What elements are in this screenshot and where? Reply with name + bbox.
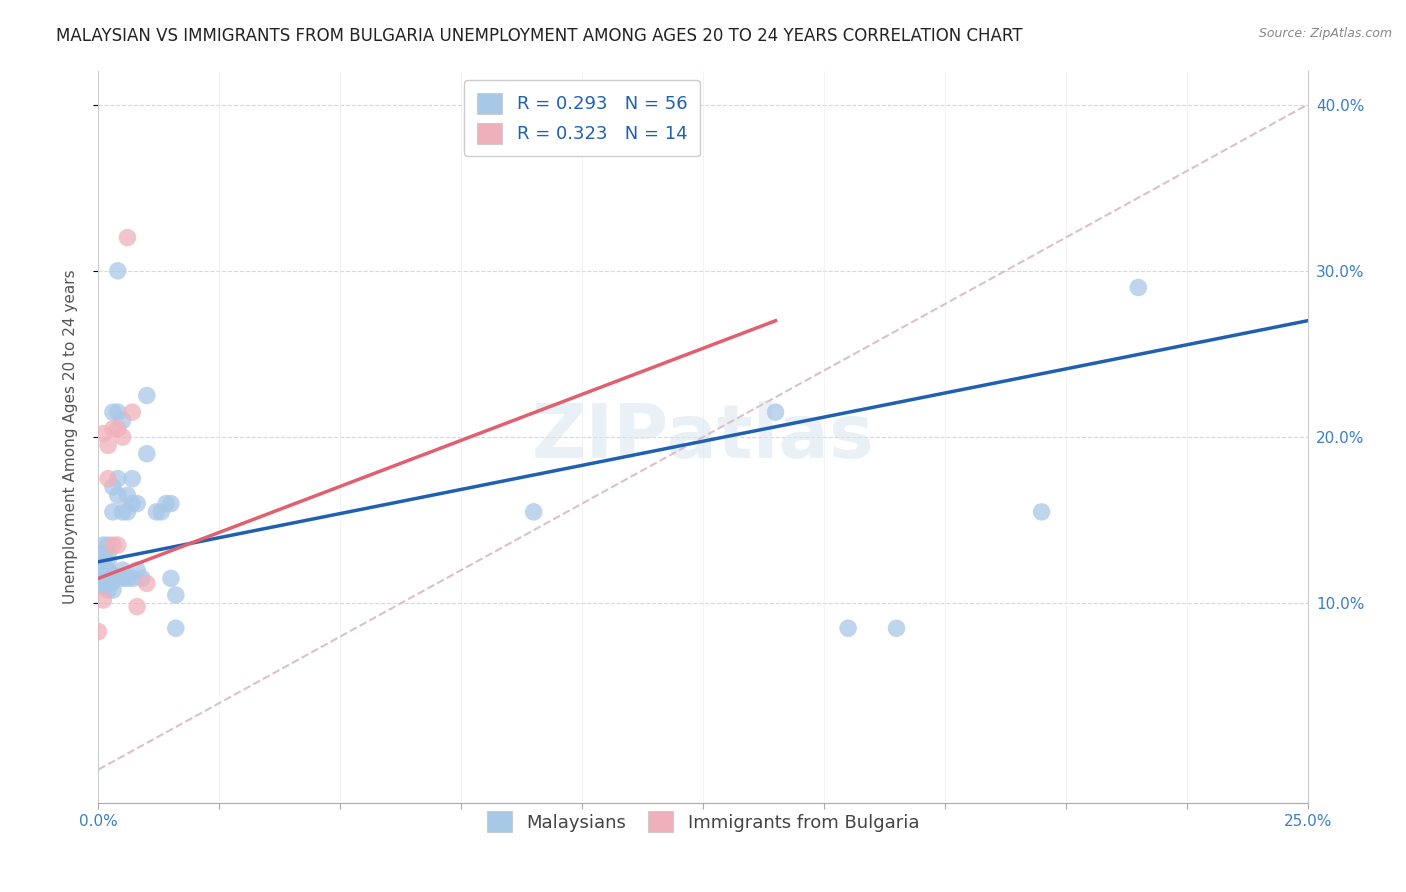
Point [91, 593, 114, 607]
Point [101, 505, 124, 519]
Point [121, 497, 143, 511]
Point [91, 574, 114, 589]
Point [107, 472, 129, 486]
Point [101, 568, 124, 582]
Point [121, 571, 143, 585]
Point [160, 571, 183, 585]
Point [97, 538, 120, 552]
Y-axis label: Unemployment Among Ages 20 to 24 years: Unemployment Among Ages 20 to 24 years [63, 269, 77, 605]
Point [127, 497, 149, 511]
Point [837, 621, 859, 635]
Point [87, 580, 110, 594]
Point [135, 388, 157, 402]
Point [155, 497, 177, 511]
Point [1128, 280, 1150, 294]
Point [886, 621, 908, 635]
Point [97, 563, 120, 577]
Point [117, 505, 139, 519]
Point [117, 571, 139, 585]
Point [523, 505, 546, 519]
Point [131, 571, 153, 585]
Point [97, 555, 120, 569]
Point [127, 563, 149, 577]
Point [765, 405, 787, 419]
Point [97, 546, 120, 560]
Text: Source: ZipAtlas.com: Source: ZipAtlas.com [1258, 27, 1392, 40]
Point [107, 405, 129, 419]
Text: MALAYSIAN VS IMMIGRANTS FROM BULGARIA UNEMPLOYMENT AMONG AGES 20 TO 24 YEARS COR: MALAYSIAN VS IMMIGRANTS FROM BULGARIA UN… [56, 27, 1022, 45]
Point [1031, 505, 1053, 519]
Point [91, 563, 114, 577]
Point [91, 568, 114, 582]
Point [97, 438, 120, 452]
Point [135, 576, 157, 591]
Point [127, 599, 149, 614]
Point [111, 571, 134, 585]
Point [111, 413, 134, 427]
Point [97, 571, 120, 585]
Point [91, 557, 114, 571]
Point [150, 505, 173, 519]
Point [101, 538, 124, 552]
Point [160, 497, 183, 511]
Point [111, 505, 134, 519]
Point [101, 480, 124, 494]
Point [165, 621, 187, 635]
Point [87, 566, 110, 581]
Point [101, 405, 124, 419]
Point [87, 624, 110, 639]
Point [107, 571, 129, 585]
Point [101, 422, 124, 436]
Point [107, 264, 129, 278]
Point [111, 430, 134, 444]
Point [135, 447, 157, 461]
Point [121, 472, 143, 486]
Point [97, 472, 120, 486]
Point [101, 574, 124, 589]
Point [101, 582, 124, 597]
Point [117, 488, 139, 502]
Point [165, 588, 187, 602]
Point [121, 405, 143, 419]
Text: ZIPatlas: ZIPatlas [531, 401, 875, 474]
Point [111, 563, 134, 577]
Point [91, 426, 114, 441]
Point [107, 538, 129, 552]
Point [97, 576, 120, 591]
Point [97, 582, 120, 597]
Point [117, 230, 139, 244]
Point [91, 538, 114, 552]
Point [107, 422, 129, 436]
Legend: Malaysians, Immigrants from Bulgaria: Malaysians, Immigrants from Bulgaria [474, 799, 932, 845]
Point [91, 580, 114, 594]
Point [87, 555, 110, 569]
Point [107, 488, 129, 502]
Point [91, 546, 114, 560]
Point [145, 505, 167, 519]
